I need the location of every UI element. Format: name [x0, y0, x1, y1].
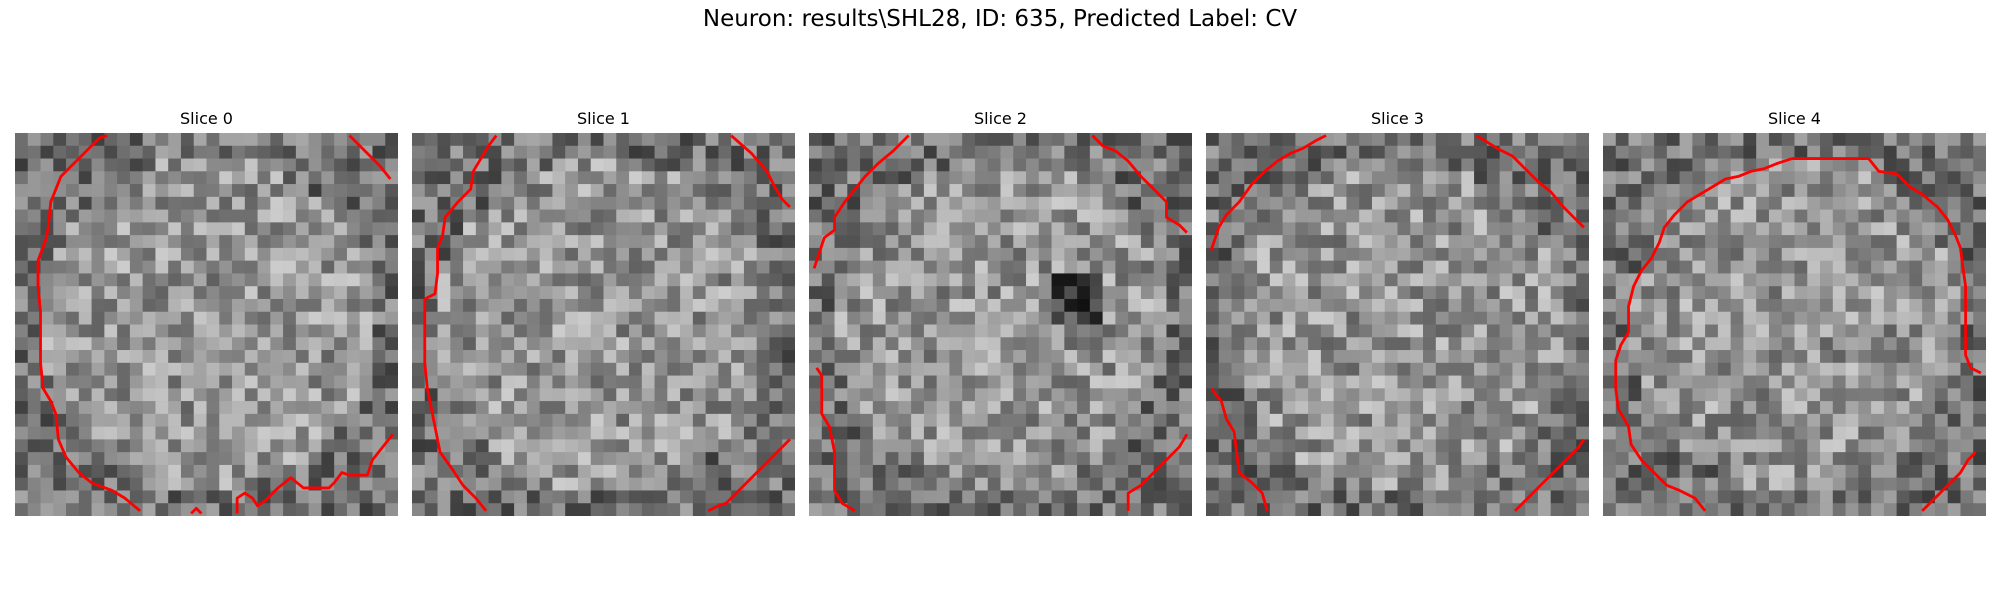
contour-line — [1921, 451, 1977, 512]
contour-line — [190, 506, 203, 515]
contour-line — [235, 433, 394, 514]
slice-title: Slice 2 — [974, 109, 1027, 128]
slice-image — [15, 133, 398, 516]
contour-line — [1091, 134, 1188, 234]
slice-title: Slice 4 — [1768, 109, 1821, 128]
figure-title: Neuron: results\SHL28, ID: 635, Predicte… — [702, 6, 1298, 32]
contour-line — [812, 134, 910, 269]
contour-line — [423, 134, 498, 512]
contour-line — [1209, 134, 1327, 251]
pixel-grid — [412, 133, 795, 516]
slice-title: Slice 3 — [1371, 109, 1424, 128]
slice-image — [809, 133, 1192, 516]
contour-line — [1791, 157, 1982, 375]
slice-panel-4: Slice 4 — [1603, 108, 1986, 516]
contour-line — [707, 438, 791, 513]
contour-line — [815, 367, 856, 513]
contour-line — [1475, 134, 1585, 229]
contour-line — [36, 134, 142, 512]
slice-title: Slice 1 — [577, 109, 630, 128]
slice-image — [1603, 133, 1986, 516]
contour-line — [1614, 157, 1793, 512]
slice-image — [1206, 133, 1589, 516]
slice-image — [412, 133, 795, 516]
pixel-grid — [1206, 133, 1589, 516]
slice-panel-0: Slice 0 — [15, 108, 398, 516]
slice-panel-3: Slice 3 — [1206, 108, 1589, 516]
slice-title: Slice 0 — [180, 109, 233, 128]
pixel-grid — [15, 133, 398, 516]
contour-line — [348, 134, 392, 180]
pixel-grid — [1603, 133, 1986, 516]
contour-line — [1126, 433, 1189, 511]
contour-line — [730, 134, 791, 209]
slice-panel-1: Slice 1 — [412, 108, 795, 516]
contour-line — [1210, 387, 1269, 512]
contour-line — [1513, 438, 1586, 512]
slice-panel-2: Slice 2 — [809, 108, 1192, 516]
pixel-grid — [809, 133, 1192, 516]
